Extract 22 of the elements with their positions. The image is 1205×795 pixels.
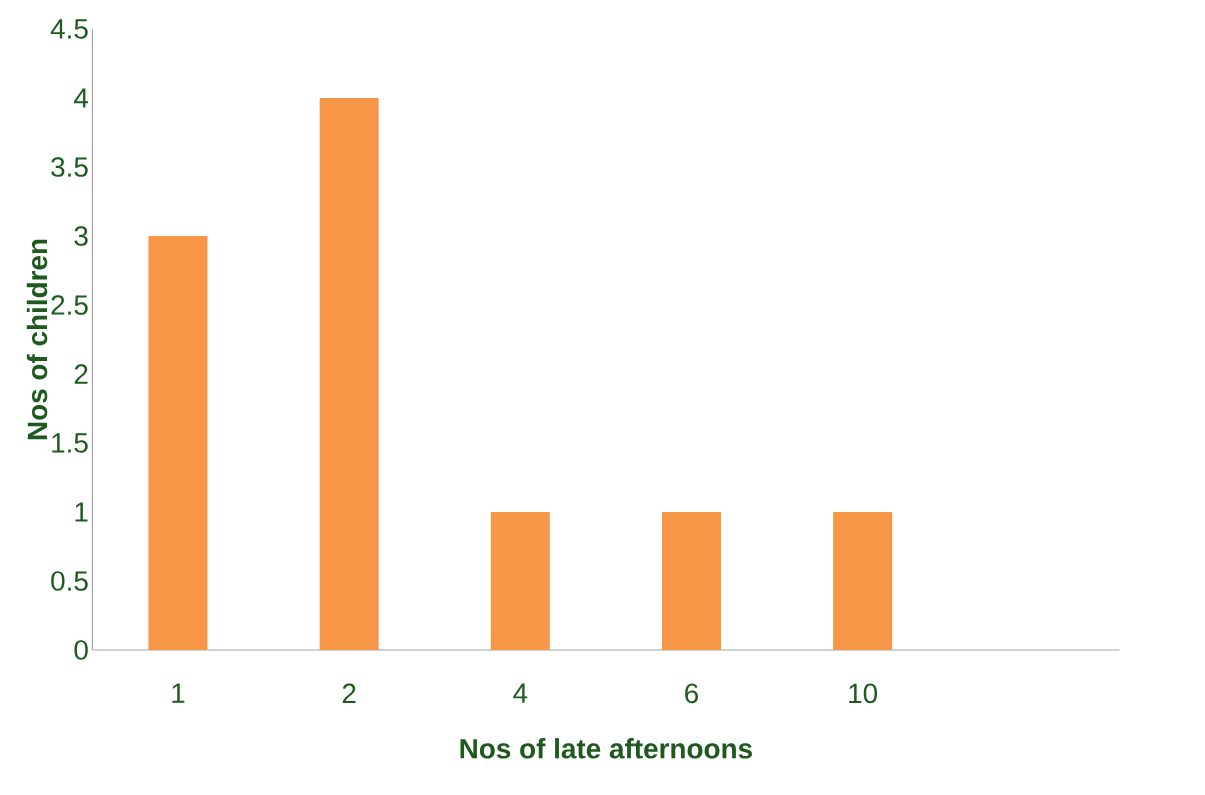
y-tick-label: 2.5: [51, 295, 88, 315]
y-tick-label: 4: [74, 88, 89, 108]
bar: [148, 236, 208, 650]
y-tick-label: 3.5: [51, 157, 88, 177]
x-tick-label: 4: [513, 683, 528, 703]
bar: [661, 512, 721, 650]
x-tick-label: 1: [172, 683, 185, 703]
y-tick-label: 2: [74, 364, 88, 384]
bar: [490, 512, 550, 650]
y-tick-label: 4.5: [50, 19, 88, 39]
y-tick-label: 3: [74, 226, 88, 246]
x-tick-label: 2: [342, 683, 356, 703]
y-tick-label: 0: [74, 640, 88, 660]
y-tick-label: 1.5: [52, 433, 88, 453]
y-tick-label: 0.5: [51, 571, 88, 591]
y-axis-title: Nos of children: [26, 239, 48, 440]
y-tick-label: 1: [75, 502, 88, 522]
x-tick-label: 6: [685, 683, 698, 704]
bar: [319, 98, 379, 650]
x-tick-label: 10: [849, 683, 878, 704]
bar: [833, 512, 893, 650]
x-axis-title: Nos of late afternoons: [460, 738, 752, 759]
